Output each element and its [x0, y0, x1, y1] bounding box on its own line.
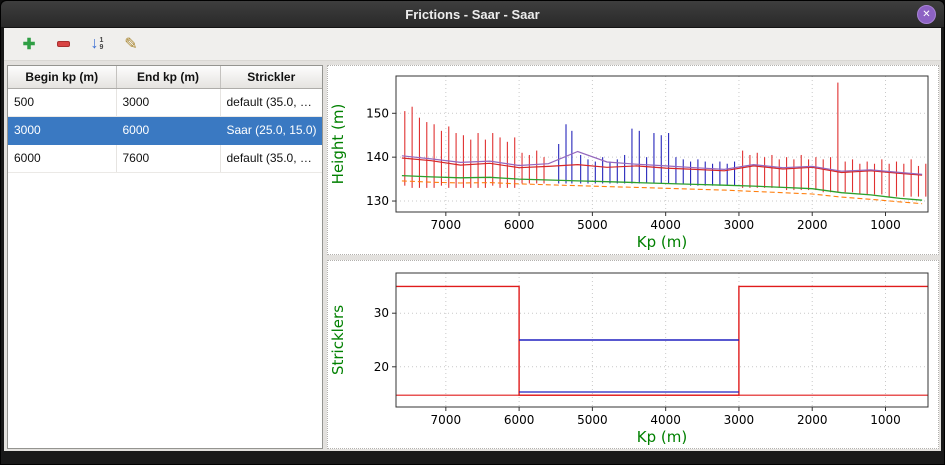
minus-icon: [56, 41, 70, 47]
close-icon: ✕: [922, 8, 931, 20]
svg-text:6000: 6000: [504, 218, 535, 232]
table-row[interactable]: 6000 7600 default (35.0, …: [8, 144, 322, 173]
stricklers-chart-panel: 7000 6000 5000 4000 3000 2000 1000 20 30 Kp (m) St…: [327, 260, 939, 449]
svg-text:3000: 3000: [724, 413, 755, 427]
frictions-table-panel: Begin kp (m) End kp (m) Strickler 500 30…: [7, 65, 323, 449]
column-header-end-kp[interactable]: End kp (m): [116, 66, 221, 89]
edit-button[interactable]: ✎: [118, 31, 144, 57]
svg-text:130: 130: [366, 194, 389, 208]
cell-begin-kp[interactable]: 500: [8, 88, 117, 117]
svg-text:140: 140: [366, 150, 389, 164]
pencil-icon: ✎: [124, 36, 138, 53]
plus-icon: ✚: [22, 36, 36, 53]
height-chart-panel: 7000 6000 5000 4000 3000 2000 1000 130 140 150 Kp …: [327, 65, 939, 255]
frictions-table: Begin kp (m) End kp (m) Strickler 500 30…: [8, 66, 322, 173]
sort-button[interactable]: ↓ 1 9: [84, 31, 110, 57]
cell-strickler[interactable]: default (35.0, …: [220, 88, 322, 117]
add-button[interactable]: ✚: [16, 31, 42, 57]
svg-text:3000: 3000: [724, 218, 755, 232]
column-header-strickler[interactable]: Strickler: [220, 66, 322, 89]
window-bottom-frame: [1, 451, 944, 464]
sort-numeric-icon: ↓ 1 9: [90, 35, 104, 52]
main-area: Begin kp (m) End kp (m) Strickler 500 30…: [4, 61, 941, 451]
remove-button[interactable]: [50, 31, 76, 57]
cell-begin-kp[interactable]: 3000: [8, 116, 117, 145]
table-row[interactable]: 500 3000 default (35.0, …: [8, 88, 322, 117]
cell-end-kp[interactable]: 6000: [116, 116, 221, 145]
svg-text:1000: 1000: [870, 413, 901, 427]
svg-text:6000: 6000: [504, 413, 535, 427]
svg-text:Stricklers: Stricklers: [329, 305, 347, 375]
svg-text:4000: 4000: [650, 413, 681, 427]
svg-text:Kp (m): Kp (m): [637, 428, 687, 446]
cell-end-kp[interactable]: 7600: [116, 144, 221, 173]
svg-text:2000: 2000: [797, 413, 828, 427]
cell-end-kp[interactable]: 3000: [116, 88, 221, 117]
svg-text:5000: 5000: [577, 218, 608, 232]
svg-text:30: 30: [374, 306, 389, 320]
svg-text:2000: 2000: [797, 218, 828, 232]
cell-begin-kp[interactable]: 6000: [8, 144, 117, 173]
stricklers-chart: 7000 6000 5000 4000 3000 2000 1000 20 30 Kp (m) St…: [329, 272, 929, 446]
charts-panel: 7000 6000 5000 4000 3000 2000 1000 130 140 150 Kp …: [327, 65, 939, 449]
window-title: Frictions - Saar - Saar: [405, 6, 540, 22]
window-body: ✚ ↓ 1 9 ✎: [4, 28, 941, 451]
svg-text:150: 150: [366, 106, 389, 120]
close-button[interactable]: ✕: [917, 5, 936, 24]
cell-strickler[interactable]: default (35.0, …: [220, 144, 322, 173]
svg-text:5000: 5000: [577, 413, 608, 427]
svg-text:7000: 7000: [431, 218, 462, 232]
svg-text:4000: 4000: [650, 218, 681, 232]
svg-text:Height (m): Height (m): [329, 104, 347, 185]
svg-text:1000: 1000: [870, 218, 901, 232]
svg-text:7000: 7000: [431, 413, 462, 427]
table-row[interactable]: 3000 6000 Saar (25.0, 15.0): [8, 116, 322, 145]
svg-text:Kp (m): Kp (m): [637, 233, 687, 251]
column-header-begin-kp[interactable]: Begin kp (m): [8, 66, 117, 89]
cell-strickler[interactable]: Saar (25.0, 15.0): [220, 116, 322, 145]
svg-text:20: 20: [374, 360, 389, 374]
height-chart: 7000 6000 5000 4000 3000 2000 1000 130 140 150 Kp …: [329, 75, 929, 251]
titlebar[interactable]: Frictions - Saar - Saar ✕: [1, 1, 944, 28]
toolbar: ✚ ↓ 1 9 ✎: [4, 28, 941, 61]
